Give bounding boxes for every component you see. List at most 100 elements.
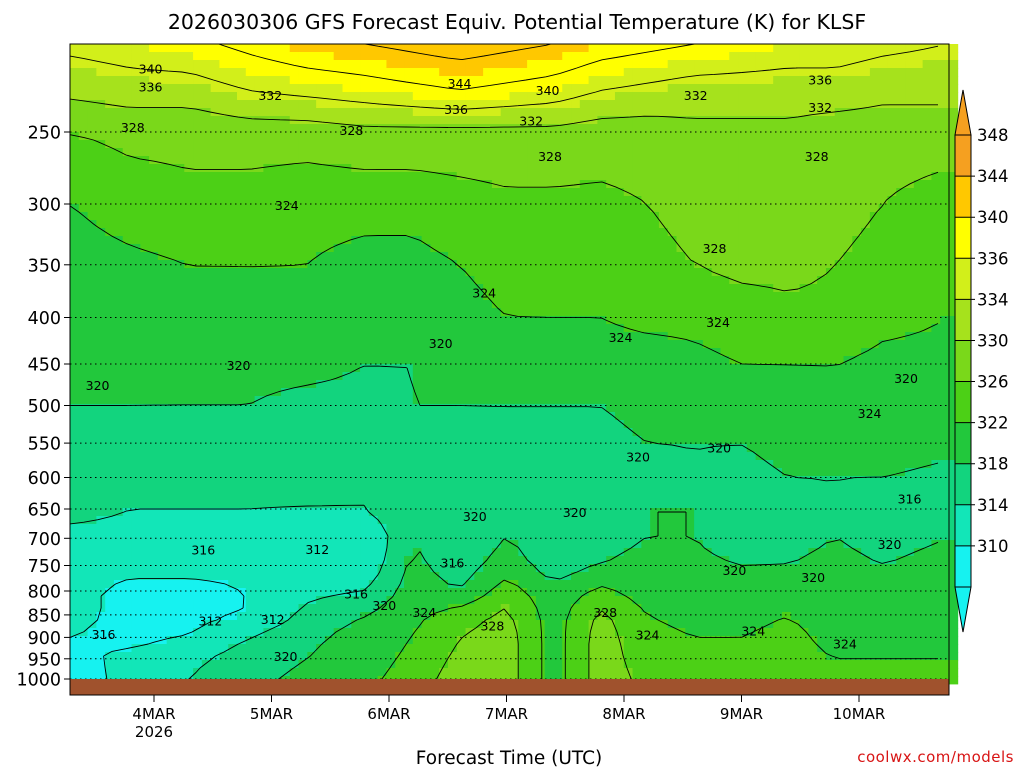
field-cell	[263, 420, 273, 429]
field-cell	[676, 332, 686, 341]
field-cell	[940, 68, 950, 77]
field-cell	[87, 52, 97, 61]
field-cell	[456, 68, 466, 77]
field-cell	[500, 316, 510, 325]
field-cell	[878, 124, 888, 133]
field-cell	[219, 100, 229, 109]
field-cell	[535, 412, 546, 421]
field-cell	[905, 148, 915, 157]
field-cell	[219, 308, 229, 317]
field-cell	[298, 380, 308, 389]
field-cell	[913, 156, 924, 165]
field-cell	[773, 220, 783, 229]
field-cell	[887, 268, 897, 277]
field-cell	[544, 372, 554, 381]
field-cell	[386, 364, 396, 373]
field-cell	[395, 156, 405, 165]
field-cell	[694, 332, 704, 341]
field-cell	[500, 324, 510, 333]
field-cell	[518, 372, 528, 381]
field-cell	[377, 324, 387, 333]
field-cell	[298, 180, 308, 189]
field-cell	[685, 76, 695, 85]
field-cell	[799, 220, 809, 229]
field-cell	[70, 84, 80, 93]
field-cell	[351, 44, 361, 53]
field-cell	[491, 236, 502, 245]
field-cell	[588, 244, 598, 253]
field-cell	[307, 140, 317, 149]
field-cell	[272, 252, 282, 261]
field-cell	[70, 164, 80, 173]
field-cell	[430, 388, 440, 397]
field-cell	[825, 68, 836, 77]
field-cell	[157, 68, 168, 77]
field-cell	[562, 148, 572, 157]
field-cell	[562, 180, 572, 189]
field-cell	[447, 76, 458, 85]
field-cell	[896, 412, 906, 421]
field-cell	[193, 276, 203, 285]
field-cell	[711, 340, 721, 349]
field-cell	[676, 60, 686, 69]
field-cell	[764, 324, 774, 333]
field-cell	[483, 396, 493, 405]
field-cell	[658, 300, 669, 309]
field-cell	[869, 76, 880, 85]
field-cell	[175, 260, 185, 269]
field-cell	[439, 332, 449, 341]
field-cell	[755, 260, 765, 269]
field-cell	[228, 348, 238, 357]
field-cell	[535, 220, 546, 229]
field-cell	[228, 164, 238, 173]
field-cell	[887, 348, 897, 357]
field-cell	[738, 164, 748, 173]
field-cell	[96, 404, 106, 413]
field-cell	[808, 84, 818, 93]
field-cell	[447, 396, 458, 405]
field-cell	[412, 236, 422, 245]
field-cell	[931, 324, 941, 333]
field-cell	[210, 68, 220, 77]
field-cell	[650, 396, 660, 405]
field-cell	[509, 148, 519, 157]
field-cell	[905, 340, 915, 349]
field-cell	[711, 164, 721, 173]
field-cell	[790, 308, 800, 317]
field-cell	[650, 260, 660, 269]
field-cell	[351, 436, 361, 445]
field-cell	[852, 52, 862, 61]
field-cell	[245, 316, 255, 325]
field-cell	[395, 420, 405, 429]
field-cell	[588, 164, 598, 173]
field-cell	[351, 220, 361, 229]
field-cell	[324, 324, 335, 333]
field-cell	[658, 236, 669, 245]
field-cell	[817, 60, 827, 69]
field-cell	[729, 292, 739, 301]
field-cell	[395, 268, 405, 277]
field-cell	[852, 220, 862, 229]
field-cell	[509, 300, 519, 309]
field-cell	[324, 252, 335, 261]
field-cell	[210, 180, 220, 189]
field-cell	[544, 100, 554, 109]
field-cell	[755, 196, 765, 205]
field-cell	[658, 244, 669, 253]
field-cell	[105, 116, 115, 125]
field-cell	[404, 140, 414, 149]
field-cell	[922, 204, 932, 213]
field-cell	[439, 124, 449, 133]
field-cell	[658, 332, 669, 341]
field-cell	[272, 84, 282, 93]
field-cell	[729, 220, 739, 229]
field-cell	[342, 396, 352, 405]
field-cell	[430, 436, 440, 445]
field-cell	[825, 196, 836, 205]
field-cell	[535, 332, 546, 341]
field-cell	[702, 356, 713, 365]
field-cell	[324, 364, 335, 373]
field-cell	[386, 372, 396, 381]
field-cell	[808, 68, 818, 77]
field-cell	[887, 100, 897, 109]
